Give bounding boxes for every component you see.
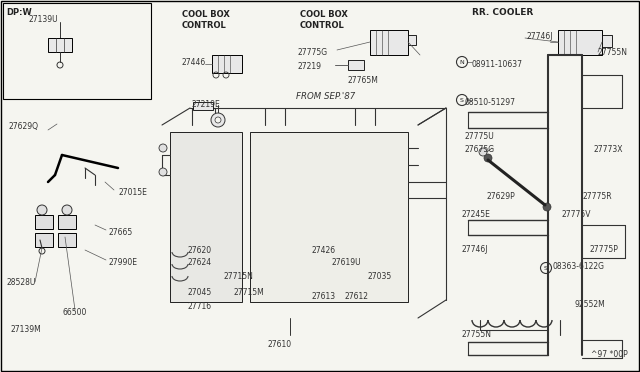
Text: 27775V: 27775V: [562, 210, 591, 219]
Text: 27015E: 27015E: [118, 188, 147, 197]
Bar: [250, 132, 408, 302]
Text: 27619U: 27619U: [332, 258, 362, 267]
Text: 27610: 27610: [268, 340, 292, 349]
Text: 27990E: 27990E: [108, 258, 137, 267]
Text: 08363-6122G: 08363-6122G: [553, 262, 605, 271]
Text: 27629P: 27629P: [487, 192, 516, 201]
Bar: [58, 233, 76, 247]
Text: 27612: 27612: [345, 292, 369, 301]
Text: 27035: 27035: [368, 272, 392, 281]
Text: N: N: [460, 60, 465, 64]
Text: 27716: 27716: [188, 302, 212, 311]
Text: 27775G: 27775G: [298, 48, 328, 57]
Circle shape: [479, 148, 487, 156]
Text: 27675G: 27675G: [465, 145, 495, 154]
Text: 27715M: 27715M: [234, 288, 265, 297]
Bar: [35, 215, 53, 229]
Text: 27775R: 27775R: [583, 192, 612, 201]
Circle shape: [159, 144, 167, 152]
Bar: [558, 30, 602, 55]
Bar: [35, 233, 53, 247]
Text: FROM SEP.'87: FROM SEP.'87: [296, 92, 355, 101]
Text: S: S: [544, 266, 548, 270]
Text: RR. COOLER: RR. COOLER: [472, 8, 533, 17]
Text: COOL BOX: COOL BOX: [182, 10, 230, 19]
Polygon shape: [162, 125, 418, 318]
Bar: [58, 215, 76, 229]
Text: 27765M: 27765M: [348, 76, 379, 85]
Text: 27746J: 27746J: [527, 32, 554, 41]
Polygon shape: [10, 110, 152, 212]
Text: 92552M: 92552M: [575, 300, 605, 309]
Bar: [48, 38, 72, 52]
Text: DP:W: DP:W: [6, 8, 32, 17]
Circle shape: [159, 168, 167, 176]
Text: 27139M: 27139M: [10, 325, 41, 334]
Circle shape: [37, 205, 47, 215]
Bar: [348, 60, 364, 70]
Text: 27045: 27045: [188, 288, 212, 297]
Text: 27746J: 27746J: [462, 245, 488, 254]
Bar: [408, 35, 416, 45]
Text: 08911-10637: 08911-10637: [472, 60, 523, 69]
Text: 27446: 27446: [182, 58, 206, 67]
Text: COOL BOX: COOL BOX: [300, 10, 348, 19]
Bar: [212, 55, 242, 73]
Text: CONTROL: CONTROL: [182, 21, 227, 30]
Text: 27715N: 27715N: [224, 272, 254, 281]
Bar: [3, 3, 151, 99]
Circle shape: [484, 154, 492, 162]
Bar: [602, 35, 612, 47]
Text: 27775P: 27775P: [590, 245, 619, 254]
Text: 27620: 27620: [188, 246, 212, 255]
Circle shape: [543, 203, 551, 211]
Text: 27629Q: 27629Q: [8, 122, 38, 131]
Text: 27755N: 27755N: [598, 48, 628, 57]
Text: 27219E: 27219E: [192, 100, 221, 109]
Text: 28528U: 28528U: [6, 278, 35, 287]
Text: 27219: 27219: [298, 62, 322, 71]
Bar: [170, 132, 242, 302]
Text: CONTROL: CONTROL: [300, 21, 345, 30]
Text: 08510-51297: 08510-51297: [465, 98, 516, 107]
Text: 27665: 27665: [108, 228, 132, 237]
Text: 27755N: 27755N: [462, 330, 492, 339]
Text: 27426: 27426: [312, 246, 336, 255]
Text: S: S: [460, 97, 464, 103]
Polygon shape: [28, 122, 128, 182]
Circle shape: [62, 205, 72, 215]
Circle shape: [215, 117, 221, 123]
Bar: [370, 30, 408, 55]
Text: 27773X: 27773X: [594, 145, 623, 154]
Text: ^97 *00P: ^97 *00P: [591, 350, 628, 359]
Text: 27613: 27613: [312, 292, 336, 301]
Circle shape: [211, 113, 225, 127]
Text: 27245E: 27245E: [462, 210, 491, 219]
Text: 66500: 66500: [62, 308, 86, 317]
Text: 27139U: 27139U: [28, 15, 58, 24]
Bar: [193, 102, 213, 110]
Text: 27624: 27624: [188, 258, 212, 267]
Text: 27775U: 27775U: [465, 132, 495, 141]
